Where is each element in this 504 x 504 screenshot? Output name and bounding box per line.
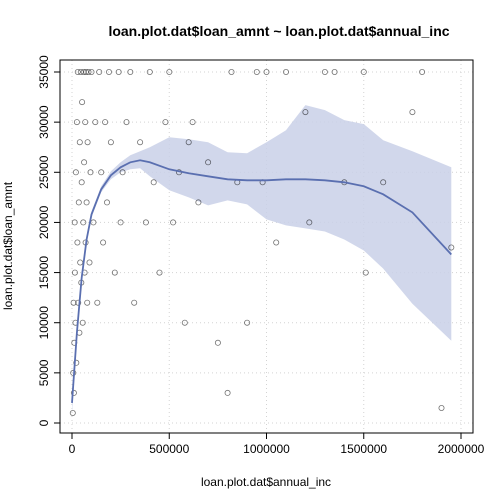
data-point <box>83 199 90 206</box>
data-point <box>362 269 369 276</box>
data-point <box>71 269 78 276</box>
y-tick-label: 20000 <box>37 205 51 239</box>
data-point <box>419 69 426 76</box>
data-point <box>73 359 80 366</box>
data-point <box>81 159 88 166</box>
smooth-line <box>71 159 452 403</box>
data-point <box>321 69 328 76</box>
data-point <box>380 179 387 186</box>
x-tick-label: 500000 <box>149 442 189 456</box>
y-tick-label: 0 <box>37 419 51 426</box>
data-point <box>71 219 78 226</box>
data-point <box>84 299 91 306</box>
data-point <box>70 389 77 396</box>
data-point <box>142 219 149 226</box>
data-point <box>244 319 251 326</box>
data-point <box>306 219 313 226</box>
data-point <box>409 109 416 116</box>
data-point <box>82 119 89 126</box>
data-point <box>100 239 107 246</box>
data-point <box>123 119 130 126</box>
data-point <box>331 69 338 76</box>
confidence-band-layer <box>72 105 452 413</box>
data-point <box>170 219 177 226</box>
data-point <box>80 219 87 226</box>
data-point <box>76 139 83 146</box>
data-point <box>137 139 144 146</box>
x-tick-label: 2000000 <box>438 442 485 456</box>
data-point <box>150 179 157 186</box>
data-point <box>146 69 153 76</box>
data-point <box>74 239 81 246</box>
data-point <box>69 409 76 416</box>
data-point <box>224 389 231 396</box>
data-point <box>79 319 86 326</box>
x-tick-label: 1000000 <box>243 442 290 456</box>
data-point <box>111 269 118 276</box>
data-point <box>88 69 95 76</box>
data-point <box>162 119 169 126</box>
y-tick-label: 10000 <box>37 306 51 340</box>
data-point <box>360 69 367 76</box>
y-tick-label: 30000 <box>37 105 51 139</box>
x-tick-label: 1500000 <box>340 442 387 456</box>
data-point <box>74 69 81 76</box>
data-point <box>85 69 92 76</box>
data-point <box>84 139 91 146</box>
data-point <box>189 119 196 126</box>
data-point <box>228 69 235 76</box>
y-axis-label: loan.plot.dat$loan_amnt <box>1 181 15 310</box>
data-point <box>205 159 212 166</box>
data-point <box>438 404 445 411</box>
data-point <box>119 169 126 176</box>
data-point <box>98 169 105 176</box>
data-point <box>102 119 109 126</box>
x-tick-label: 0 <box>69 442 76 456</box>
y-tick-label: 5000 <box>37 359 51 386</box>
data-point <box>195 199 202 206</box>
y-tick-label: 25000 <box>37 155 51 189</box>
data-point <box>73 119 80 126</box>
data-point <box>156 269 163 276</box>
confidence-band <box>72 105 452 413</box>
data-point <box>94 299 101 306</box>
data-point <box>75 199 82 206</box>
y-axis: 0 5000 10000 15000 20000 25000 30000 35000 <box>37 55 61 426</box>
data-point <box>302 109 309 116</box>
data-point <box>70 299 77 306</box>
data-point <box>282 69 289 76</box>
smooth-line-layer <box>71 159 452 403</box>
data-point <box>75 299 82 306</box>
data-point <box>448 244 455 251</box>
x-axis-label: loan.plot.dat$annual_inc <box>201 475 331 489</box>
chart-title: loan.plot.dat$loan_amnt ~ loan.plot.dat$… <box>108 23 449 39</box>
data-point <box>92 119 99 126</box>
data-point <box>181 319 188 326</box>
data-point <box>107 139 114 146</box>
y-tick-label: 15000 <box>37 256 51 290</box>
points-layer <box>69 69 455 416</box>
data-point <box>263 69 270 76</box>
data-point <box>78 179 85 186</box>
data-point <box>166 69 173 76</box>
data-point <box>115 69 122 76</box>
x-axis: 0 500000 1000000 1500000 2000000 <box>69 432 485 456</box>
data-point <box>87 169 94 176</box>
data-point <box>117 219 124 226</box>
data-point <box>273 239 280 246</box>
data-point <box>214 339 221 346</box>
data-point <box>86 259 93 266</box>
data-point <box>127 69 134 76</box>
data-point <box>96 69 103 76</box>
data-point <box>79 99 86 106</box>
data-point <box>106 69 113 76</box>
y-tick-label: 35000 <box>37 55 51 89</box>
data-point <box>72 169 79 176</box>
data-point <box>104 199 111 206</box>
data-point <box>185 139 192 146</box>
data-point <box>253 69 260 76</box>
data-point <box>131 299 138 306</box>
